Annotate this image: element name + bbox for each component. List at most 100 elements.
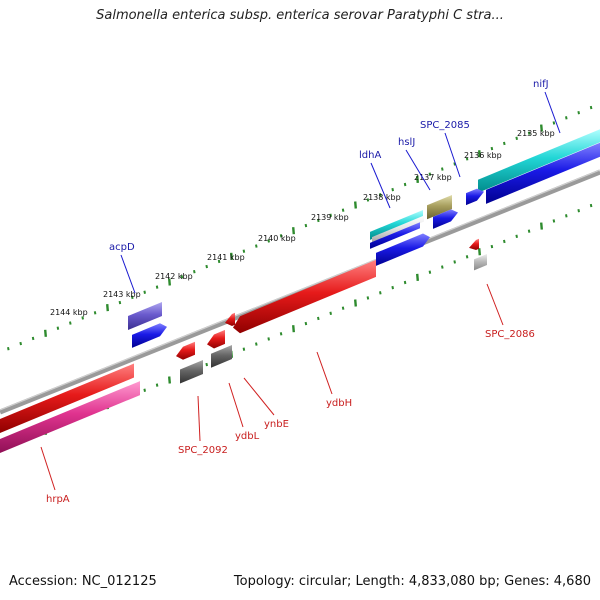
gene-label-ydbH: ydbH [326, 398, 352, 409]
gene-bar-ldhA-white [372, 215, 424, 244]
scale-tick [44, 329, 47, 337]
scale-label: 2141 kbp [207, 253, 245, 262]
scale-tick [267, 239, 270, 243]
scale-tick [540, 222, 543, 230]
scale-label: 2142 kbp [155, 272, 193, 281]
gene-label-SPC_2092: SPC_2092 [178, 445, 228, 456]
gene-bar-hrpA-red [0, 363, 134, 433]
scale-tick [552, 121, 556, 125]
scale-tick [503, 141, 506, 146]
scale-tick [354, 299, 357, 307]
scale-tick [503, 239, 506, 244]
leader-line-hrpA [40, 446, 56, 491]
scale-tick [56, 326, 60, 330]
scale-tick [168, 376, 171, 384]
scale-tick [255, 244, 258, 248]
scale-tick [242, 249, 246, 253]
gene-bar-SPC_2085 [466, 188, 484, 206]
gene-bar-acpD [132, 323, 167, 348]
gene-bar-SPC_2092 [180, 360, 203, 384]
scale-tick [416, 273, 419, 281]
leader-line-nifJ [544, 91, 561, 134]
scale-tick [565, 214, 568, 218]
gene-bar-SPC_2086 [474, 253, 487, 271]
scale-tick [366, 296, 370, 300]
scale-tick [267, 337, 270, 341]
scale-tick [391, 285, 394, 290]
gene-label-ydbL: ydbL [235, 431, 260, 442]
leader-line-SPC_2092 [197, 395, 201, 442]
leader-line-ynbE [243, 377, 275, 416]
scale-tick [292, 227, 295, 235]
scale-tick [490, 146, 494, 151]
scale-tick [453, 260, 456, 264]
scale-tick [515, 234, 518, 239]
scale-tick [230, 252, 233, 260]
gene-bar-hslJ [433, 209, 458, 229]
scale-tick [93, 311, 97, 315]
scale-label: 2143 kbp [103, 290, 141, 299]
scale-tick [81, 316, 84, 320]
scale-tick [379, 193, 382, 197]
scale-tick [317, 316, 320, 321]
scale-label: 2136 kbp [464, 151, 502, 160]
gene-label-SPC_2086: SPC_2086 [485, 329, 535, 340]
gene-bar-nifJ-cyan [478, 129, 600, 193]
scale-tick [193, 270, 196, 274]
scale-label: 2137 kbp [414, 173, 452, 182]
gene-label-ynbE: ynbE [264, 419, 289, 430]
map-tracks [0, 105, 600, 453]
gene-bar-hrpA [0, 381, 140, 453]
scale-tick [143, 388, 146, 392]
scale-tick [577, 110, 580, 115]
gene-label-hslJ: hslJ [398, 137, 415, 148]
scale-tick [366, 198, 370, 202]
leader-line-hslJ [405, 149, 431, 191]
scale-tick [428, 172, 432, 176]
accession-text: Accession: NC_012125 [9, 574, 157, 589]
scale-tick [441, 265, 444, 269]
scale-tick [441, 167, 444, 171]
scale-tick [143, 290, 146, 294]
scale-tick [341, 208, 345, 212]
scale-tick [69, 321, 72, 325]
scale-tick [465, 157, 469, 161]
scale-tick [329, 213, 332, 217]
scale-label: 2138 kbp [363, 193, 401, 202]
scale-tick [217, 259, 221, 264]
scale-tick [577, 208, 580, 213]
gene-label-SPC_2085: SPC_2085 [420, 120, 470, 131]
gene-bar-ydbH [233, 259, 376, 334]
scale-tick [19, 341, 22, 346]
scale-label: 2135 kbp [517, 129, 555, 138]
scale-tick [565, 116, 568, 120]
scale-tick [478, 248, 481, 256]
scale-tick [527, 229, 531, 233]
leader-line-acpD [120, 254, 136, 294]
scale-tick [317, 218, 320, 223]
scale-tick [242, 347, 246, 351]
scale-tick [255, 342, 258, 346]
gene-bar-ydbL [211, 345, 232, 368]
scale-tick [155, 285, 159, 289]
gene-label-ldhA: ldhA [359, 150, 381, 161]
gene-bar-ldhA-blue [370, 222, 420, 249]
scale-tick [329, 311, 332, 315]
scale-tick [7, 346, 10, 351]
scale-tick [478, 150, 481, 158]
scale-tick [205, 264, 208, 269]
gene-bar-ydbL-red [207, 329, 225, 349]
scale-tick [540, 124, 543, 132]
scale-tick [205, 362, 208, 367]
scale-tick [515, 136, 518, 141]
scale-tick [589, 105, 593, 110]
gene-bar-acpD-purple [128, 301, 162, 331]
map-title: Salmonella enterica subsp. enterica sero… [96, 8, 504, 23]
gene-bar-hslJ-olive [427, 194, 452, 220]
scale-tick [304, 321, 308, 326]
scale-tick [490, 244, 494, 249]
scale-tick [106, 304, 109, 312]
gene-bar-nifJ [486, 142, 600, 204]
gene-label-acpD: acpD [109, 242, 135, 253]
